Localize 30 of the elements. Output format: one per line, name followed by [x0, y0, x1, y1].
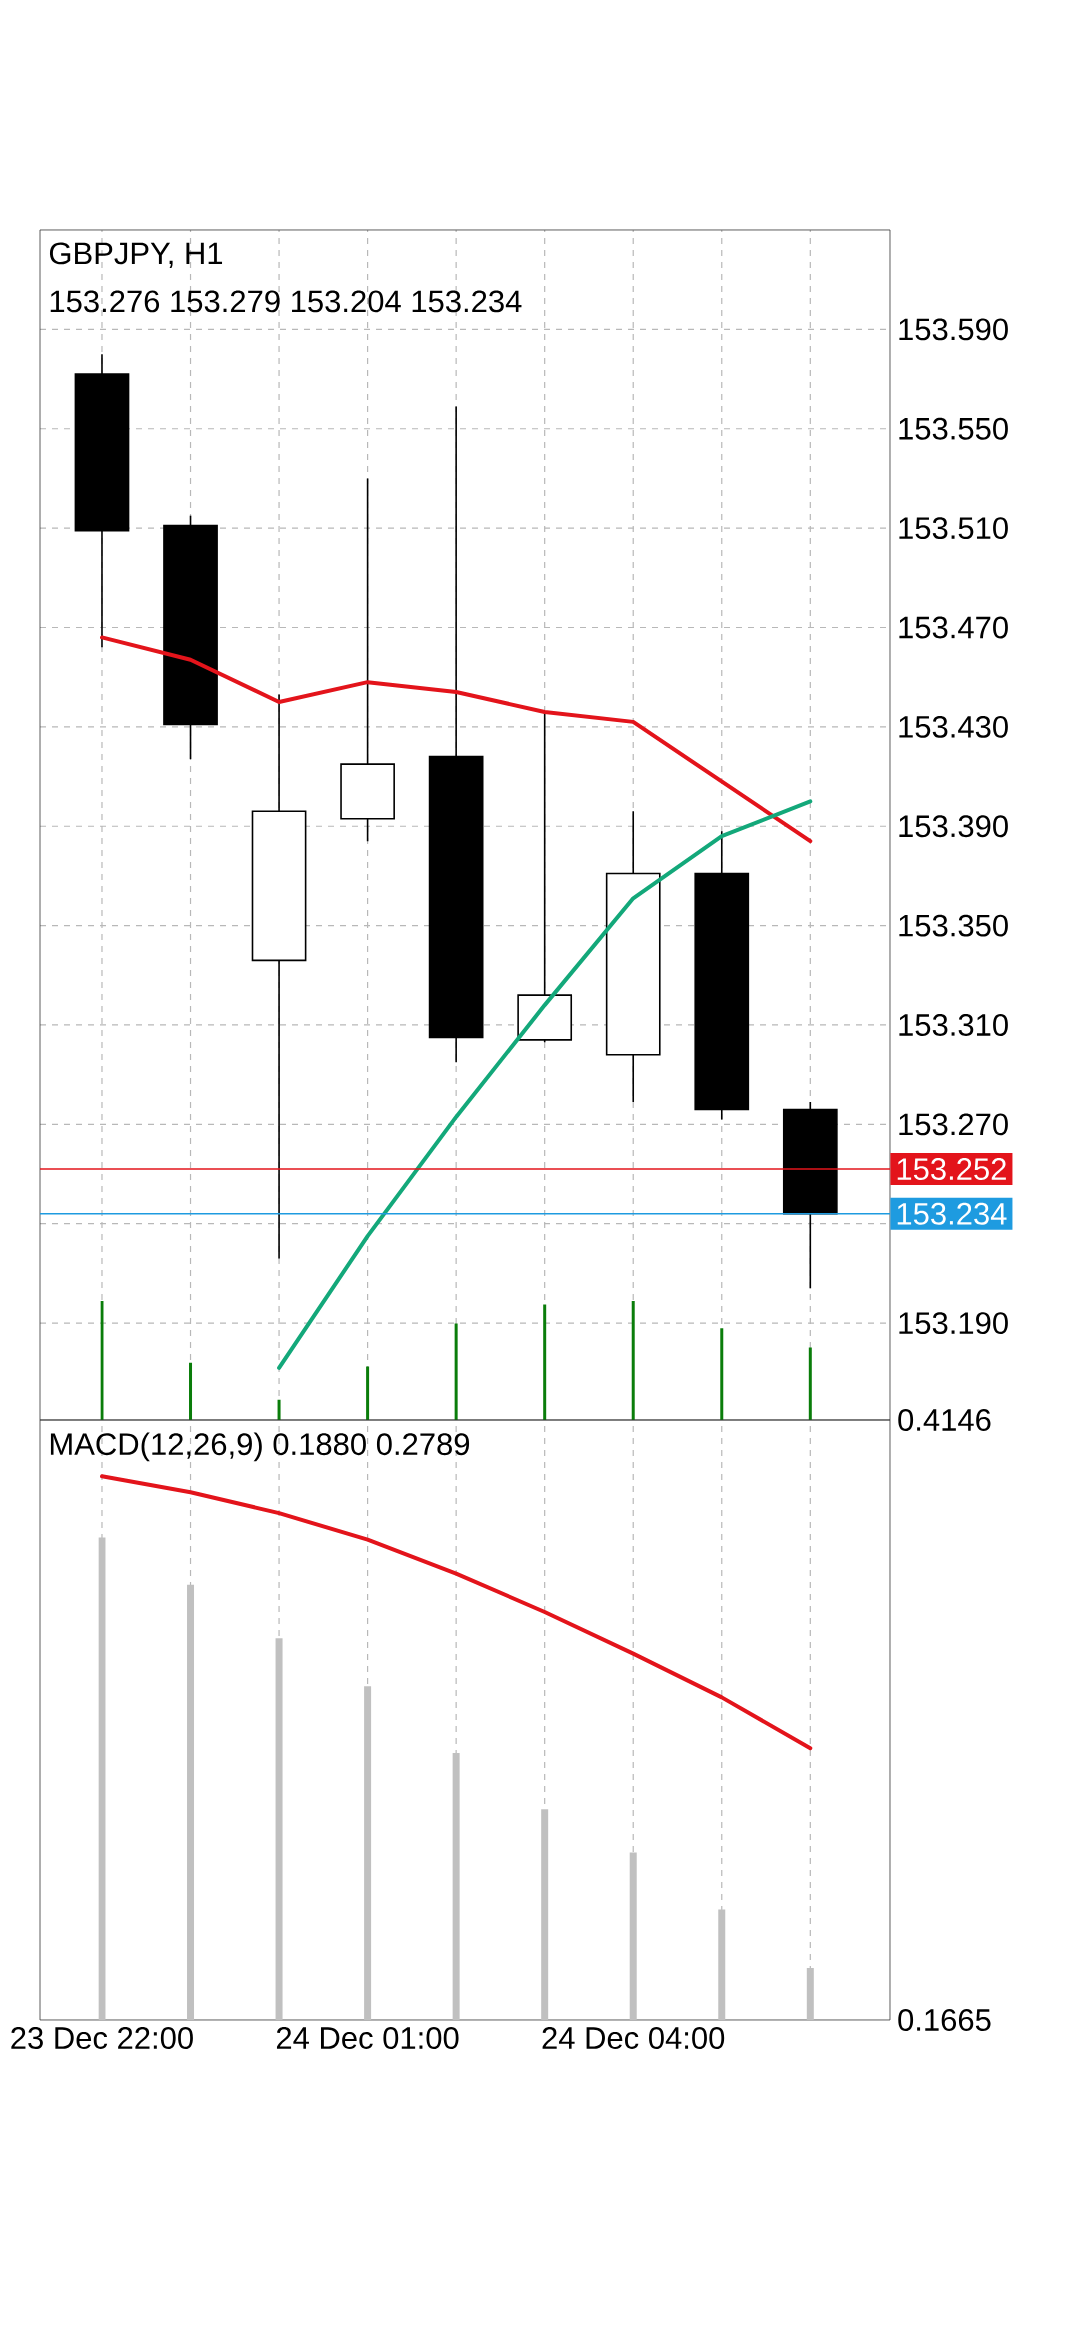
line-series: [277, 799, 813, 1370]
y-tick-label: 153.190: [899, 1312, 1008, 1335]
y-tick-label: 153.510: [899, 517, 1008, 540]
y-tick-label: 0.4146: [898, 1409, 991, 1431]
bar: [631, 1300, 635, 1420]
bar: [543, 1304, 547, 1420]
y-tick-label: 153.430: [899, 715, 1008, 738]
bar: [808, 1347, 812, 1420]
line-series: [99, 1474, 813, 1751]
chart-title: MACD(12,26,9) 0.1880 0.2789: [50, 1432, 470, 1462]
y-tick-label: 153.470: [899, 616, 1008, 639]
bar: [189, 1362, 193, 1420]
bar: [277, 1399, 281, 1420]
ref-line-label: 153.234: [897, 1202, 1007, 1225]
bar: [366, 1366, 370, 1420]
chart-title: GBPJPY, H1: [49, 242, 223, 268]
y-tick-label: 153.350: [899, 914, 1008, 937]
x-tick-label: 23 Dec 22:00: [11, 2027, 193, 2050]
y-tick-label: 153.590: [899, 318, 1008, 341]
bar: [720, 1328, 724, 1420]
x-tick-label: 24 Dec 04:00: [542, 2027, 725, 2050]
text: 153.276 153.279 153.204 153.234: [50, 290, 522, 313]
x-tick-label: 24 Dec 01:00: [276, 2027, 459, 2050]
ref-line-label: 153.252: [897, 1158, 1006, 1181]
y-tick-label: 153.390: [899, 815, 1008, 838]
y-tick-label: 153.270: [899, 1113, 1008, 1136]
y-tick-label: 0.1665: [898, 2009, 991, 2031]
y-tick-label: 153.310: [899, 1014, 1008, 1036]
bar: [454, 1323, 458, 1420]
y-tick-label: 153.550: [899, 417, 1008, 440]
